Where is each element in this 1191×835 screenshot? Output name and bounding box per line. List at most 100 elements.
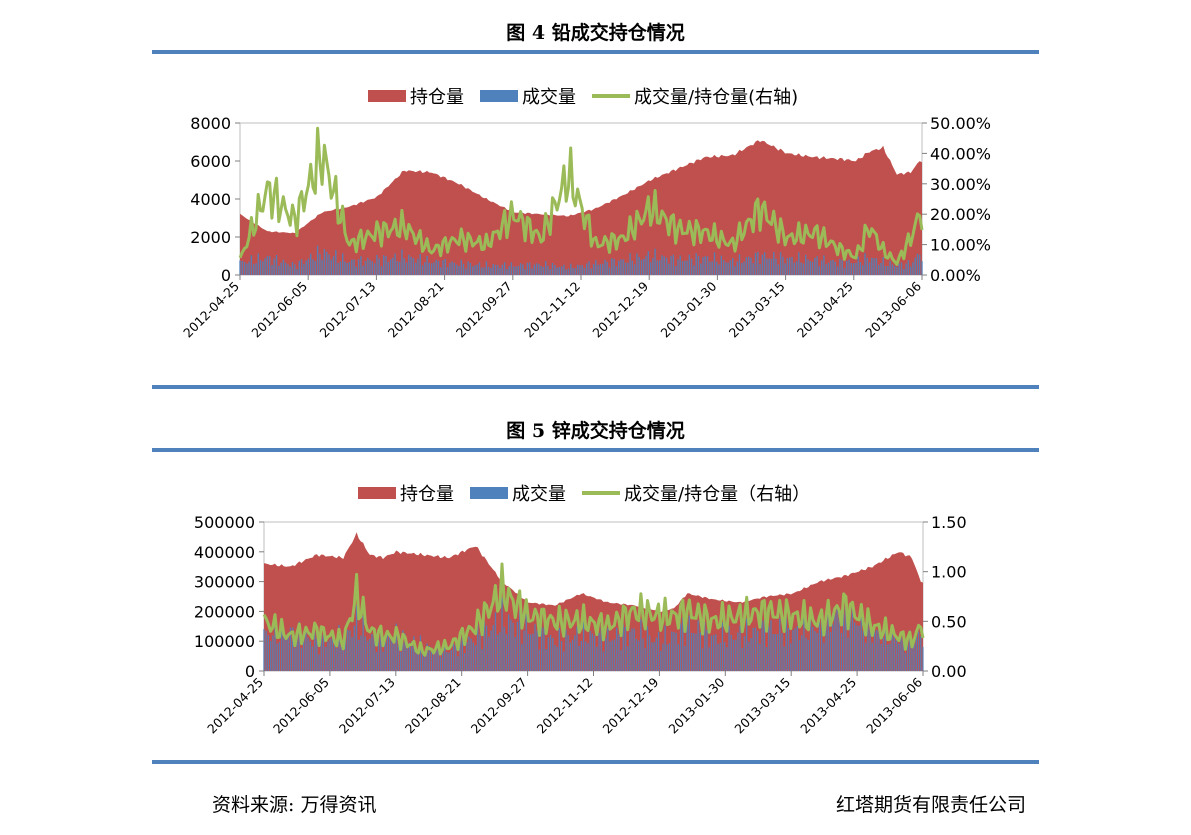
volume-bar [642, 638, 644, 671]
volume-bar [677, 644, 679, 671]
volume-bar [719, 642, 721, 671]
volume-bar [303, 639, 305, 671]
volume-bar [654, 248, 656, 275]
volume-bar [869, 628, 871, 671]
volume-bar [534, 624, 536, 671]
volume-bar [607, 628, 609, 671]
volume-bar [891, 264, 894, 275]
volume-bar [417, 651, 419, 671]
volume-bar [803, 611, 805, 671]
volume-bar [697, 620, 699, 671]
legend-swatch-volume [470, 487, 508, 499]
volume-bar [468, 636, 470, 671]
volume-bar [351, 259, 353, 275]
volume-bar [785, 617, 787, 671]
volume-bar [413, 636, 415, 671]
volume-bar [882, 637, 884, 671]
volume-bar [904, 653, 906, 671]
volume-bar [809, 261, 811, 275]
left-tick-label: 2000 [190, 228, 231, 247]
volume-bar [660, 651, 662, 671]
volume-bar [677, 259, 679, 275]
volume-bar [285, 639, 287, 671]
volume-bar [920, 636, 922, 671]
legend-label: 成交量 [522, 87, 576, 108]
volume-bar [668, 643, 671, 671]
volume-bar [275, 255, 278, 275]
volume-bar [311, 646, 314, 671]
volume-bar [834, 262, 836, 275]
volume-bar [748, 256, 750, 275]
volume-bar [430, 263, 433, 275]
volume-bar [246, 263, 248, 275]
volume-bar [898, 643, 900, 671]
volume-bar [745, 257, 748, 275]
volume-bar [644, 648, 646, 671]
volume-bar [549, 269, 551, 275]
volume-bar [857, 256, 859, 275]
right-tick-label: 1.00 [931, 563, 967, 582]
volume-bar [321, 259, 323, 275]
legend-label: 成交量/持仓量(右轴) [634, 87, 798, 108]
volume-bar [300, 647, 303, 671]
volume-bar [814, 631, 816, 671]
volume-bar [727, 262, 729, 275]
volume-bar [840, 632, 843, 671]
volume-bar [305, 630, 307, 671]
volume-bar [734, 266, 736, 275]
x-tick-label: 2013-04-25 [794, 279, 856, 341]
volume-bar [327, 641, 329, 671]
volume-bar [565, 269, 567, 275]
volume-bar [442, 260, 444, 275]
volume-bar [768, 626, 770, 671]
volume-bar [693, 265, 695, 275]
volume-bar [848, 259, 850, 275]
x-tick-label: 2013-03-15 [726, 279, 788, 341]
volume-bar [681, 261, 684, 275]
x-tick-label: 2013-04-25 [797, 675, 859, 737]
volume-bar [441, 652, 444, 671]
volume-bar [884, 619, 887, 671]
volume-bar [512, 622, 514, 671]
source-note: 资料来源: 万得资讯 [212, 794, 377, 816]
volume-bar [563, 651, 565, 671]
legend: 持仓量 成交量 成交量/持仓量(右轴) [368, 87, 798, 108]
volume-bar [353, 259, 355, 275]
right-tick-label: 50.00% [930, 114, 991, 133]
volume-bar [613, 259, 615, 275]
volume-bar [717, 644, 719, 671]
figure-5-title: 图 5 锌成交持仓情况 [506, 420, 685, 442]
volume-bar [460, 259, 462, 275]
volume-bar [684, 260, 686, 275]
x-tick-label: 2012-04-25 [180, 279, 242, 341]
volume-bar [664, 625, 666, 671]
volume-bar [800, 262, 802, 275]
volume-bar [523, 630, 525, 671]
volume-bar [499, 268, 501, 275]
volume-bar [576, 264, 579, 275]
volume-bar [905, 263, 907, 275]
volume-bar [871, 642, 873, 671]
volume-bar [326, 251, 328, 275]
volume-bar [889, 261, 891, 275]
left-tick-label: 0 [245, 662, 255, 681]
volume-bar [743, 261, 745, 275]
volume-bar [662, 643, 664, 671]
volume-bar [545, 649, 547, 671]
volume-bar [862, 630, 865, 671]
volume-bar [818, 621, 821, 671]
volume-bar [329, 639, 331, 671]
right-tick-label: 0.50 [931, 612, 967, 631]
volume-bar [497, 634, 499, 671]
volume-bar [250, 255, 253, 275]
volume-bar [503, 627, 505, 671]
volume-bar [647, 251, 649, 275]
volume-bar [770, 258, 773, 275]
volume-bar [355, 605, 358, 671]
volume-bar [602, 651, 605, 671]
volume-bar [364, 636, 366, 671]
volume-bar [513, 266, 515, 275]
title-rule-top-5 [152, 448, 1039, 452]
volume-bar [400, 651, 402, 671]
volume-bar [412, 258, 415, 275]
